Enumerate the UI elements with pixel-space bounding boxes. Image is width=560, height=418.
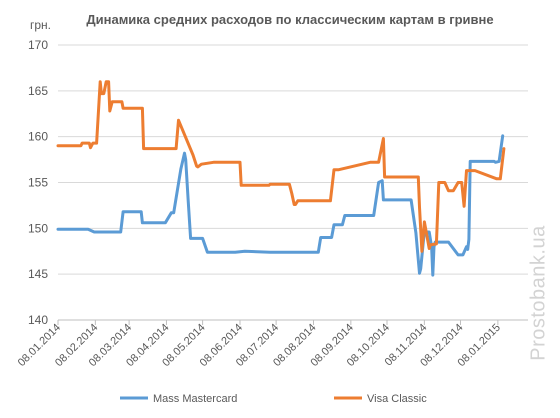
series-line-mass-mastercard xyxy=(56,134,505,277)
y-axis-unit-label: грн. xyxy=(30,18,52,32)
y-tick-label: 170 xyxy=(28,38,48,52)
series-line-visa-classic xyxy=(56,80,506,253)
legend-label: Mass Mastercard xyxy=(153,393,237,405)
y-tick-label: 140 xyxy=(28,313,48,327)
y-tick-label: 160 xyxy=(28,130,48,144)
y-tick-label: 145 xyxy=(28,267,48,281)
watermark: Prostobank.ua xyxy=(527,225,550,361)
y-tick-label: 150 xyxy=(28,221,48,235)
chart-title: Динамика средних расходов по классически… xyxy=(86,12,494,27)
y-tick-label: 165 xyxy=(28,84,48,98)
y-tick-label: 155 xyxy=(28,176,48,190)
legend-label: Visa Classic xyxy=(367,393,427,405)
